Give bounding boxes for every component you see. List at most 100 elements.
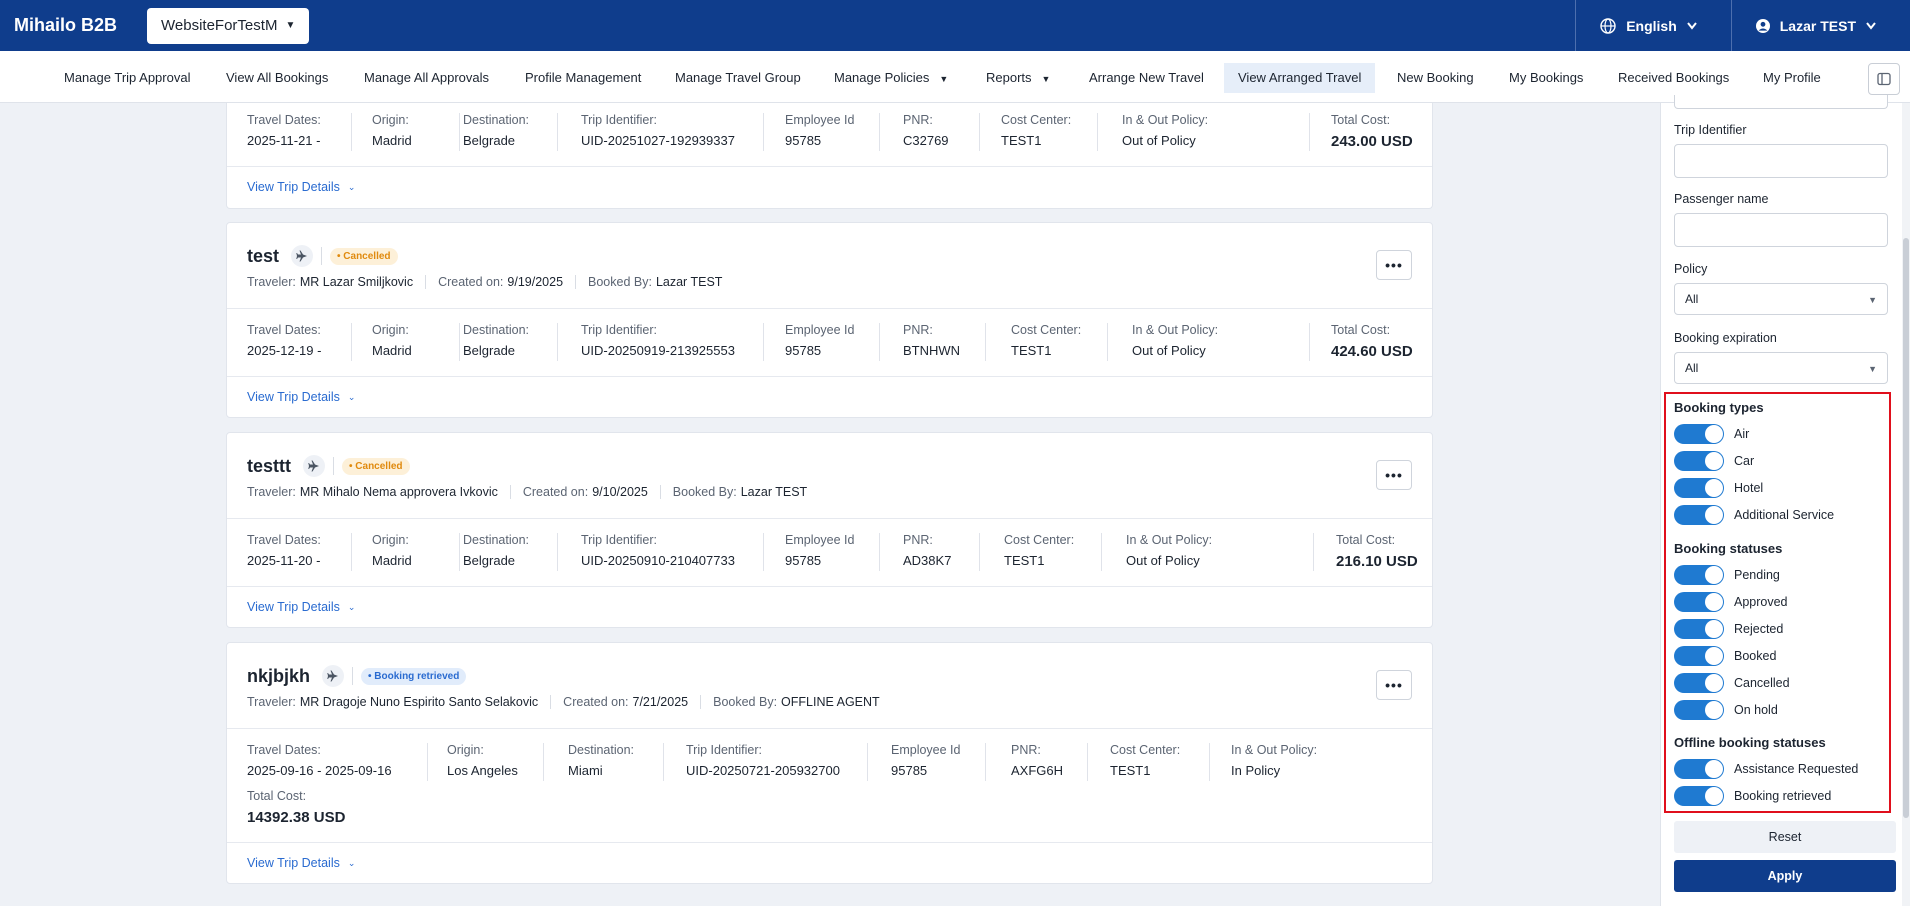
chevron-down-icon bbox=[1686, 21, 1697, 30]
apply-button[interactable]: Apply bbox=[1674, 860, 1896, 892]
caret-down-icon: ▼ bbox=[1868, 364, 1877, 374]
view-trip-details-link[interactable]: View Trip Details ⌄ bbox=[227, 587, 1432, 627]
nav-received-bookings[interactable]: Received Bookings bbox=[1618, 70, 1730, 85]
sidebar-toggle-icon bbox=[1877, 72, 1891, 86]
field-value: BTNHWN bbox=[903, 343, 961, 358]
toggle-car[interactable]: Car bbox=[1674, 451, 1754, 471]
passenger-name-label: Passenger name bbox=[1674, 192, 1769, 206]
top-right-menu: English Lazar TEST bbox=[1575, 0, 1910, 51]
toggle-switch[interactable] bbox=[1674, 505, 1724, 525]
toggle-switch[interactable] bbox=[1674, 424, 1724, 444]
field-travel-dates: Travel Dates: 2025-09-16 - 2025-09-16 bbox=[247, 743, 392, 778]
toggle-assistance-requested[interactable]: Assistance Requested bbox=[1674, 759, 1858, 779]
more-options-button[interactable]: ••• bbox=[1376, 670, 1412, 700]
toggle-switch[interactable] bbox=[1674, 451, 1724, 471]
field-label: Travel Dates: bbox=[247, 743, 321, 757]
toggle-switch[interactable] bbox=[1674, 646, 1724, 666]
policy-select[interactable]: All ▼ bbox=[1674, 283, 1888, 315]
nav-manage-travel-group[interactable]: Manage Travel Group bbox=[675, 70, 801, 85]
toggle-additional-service[interactable]: Additional Service bbox=[1674, 505, 1834, 525]
view-trip-details-link[interactable]: View Trip Details ⌄ bbox=[227, 377, 1432, 417]
toggle-cancelled[interactable]: Cancelled bbox=[1674, 673, 1790, 693]
nav-view-arranged-travel[interactable]: View Arranged Travel bbox=[1224, 63, 1376, 93]
plane-icon bbox=[303, 455, 325, 477]
traveler-value: MR Mihalo Nema approvera Ivkovic bbox=[299, 485, 498, 499]
toggle-booked[interactable]: Booked bbox=[1674, 646, 1776, 666]
nav-manage-policies[interactable]: Manage Policies ▼ bbox=[820, 63, 962, 93]
chevron-down-icon: ⌄ bbox=[347, 181, 356, 192]
view-trip-details-link[interactable]: View Trip Details ⌄ bbox=[227, 167, 1432, 207]
booked-by-value: Lazar TEST bbox=[740, 485, 808, 499]
panel-toggle-button[interactable] bbox=[1868, 63, 1900, 95]
more-options-button[interactable]: ••• bbox=[1376, 460, 1412, 490]
nav-manage-trip-approval[interactable]: Manage Trip Approval bbox=[64, 70, 191, 85]
scrollbar-thumb[interactable] bbox=[1903, 238, 1909, 818]
user-menu[interactable]: Lazar TEST bbox=[1730, 0, 1910, 51]
field-destination: Destination: Belgrade bbox=[463, 323, 529, 358]
toggle-rejected[interactable]: Rejected bbox=[1674, 619, 1783, 639]
booking-meta: Traveler: MR Dragoje Nuno Espirito Santo … bbox=[247, 695, 880, 709]
booking-name: testtt bbox=[247, 455, 291, 476]
booking-details: Travel Dates: 2025-12-19 - Origin: Madrid … bbox=[227, 309, 1432, 377]
reset-button[interactable]: Reset bbox=[1674, 821, 1896, 853]
toggle-label: Additional Service bbox=[1734, 508, 1835, 522]
booking-expiration-select[interactable]: All ▼ bbox=[1674, 352, 1888, 384]
site-selector[interactable]: WebsiteForTestM ▼ bbox=[147, 7, 310, 44]
field-travel-dates: Travel Dates: 2025-11-20 - bbox=[247, 533, 321, 568]
field-pnr: PNR: AXFG6H bbox=[1011, 743, 1063, 778]
field-value: Madrid bbox=[372, 133, 412, 148]
toggle-switch[interactable] bbox=[1674, 478, 1724, 498]
panel-scrollbar[interactable] bbox=[1902, 103, 1910, 906]
toggle-switch[interactable] bbox=[1674, 786, 1724, 806]
toggle-booking-retrieved[interactable]: Booking retrieved bbox=[1674, 786, 1831, 806]
toggle-switch[interactable] bbox=[1674, 565, 1724, 585]
toggle-switch[interactable] bbox=[1674, 673, 1724, 693]
field-value: Out of Policy bbox=[1126, 553, 1200, 568]
field-value: 95785 bbox=[785, 133, 822, 148]
traveler-label: Traveler: bbox=[247, 485, 296, 499]
toggle-air[interactable]: Air bbox=[1674, 424, 1749, 444]
brand-logo[interactable]: Mihailo B2B bbox=[14, 15, 118, 35]
nav-my-bookings[interactable]: My Bookings bbox=[1509, 70, 1584, 85]
toggle-switch[interactable] bbox=[1674, 619, 1724, 639]
booking-name: nkjbjkh bbox=[247, 665, 311, 686]
view-trip-details-link[interactable]: View Trip Details ⌄ bbox=[227, 843, 1432, 883]
field-label: Total Cost: bbox=[1331, 113, 1391, 127]
toggle-label: Assistance Requested bbox=[1734, 762, 1859, 776]
nav-new-booking[interactable]: New Booking bbox=[1397, 70, 1474, 85]
nav-my-profile[interactable]: My Profile bbox=[1763, 70, 1821, 85]
language-selector[interactable]: English bbox=[1575, 0, 1731, 51]
field-total-cost: Total Cost: 216.10 USD bbox=[1336, 533, 1418, 570]
field-value: Madrid bbox=[372, 343, 412, 358]
field-label: Trip Identifier: bbox=[686, 743, 762, 757]
more-options-button[interactable]: ••• bbox=[1376, 250, 1412, 280]
nav-profile-management[interactable]: Profile Management bbox=[525, 70, 642, 85]
nav-view-all-bookings[interactable]: View All Bookings bbox=[226, 70, 329, 85]
field-destination: Destination: Belgrade bbox=[463, 533, 529, 568]
toggle-approved[interactable]: Approved bbox=[1674, 592, 1788, 612]
nav-arrange-new-travel[interactable]: Arrange New Travel bbox=[1089, 70, 1204, 85]
field-policy: In & Out Policy: In Policy bbox=[1231, 743, 1317, 778]
toggle-on-hold[interactable]: On hold bbox=[1674, 700, 1778, 720]
toggle-pending[interactable]: Pending bbox=[1674, 565, 1780, 585]
field-cost-center: Cost Center: TEST1 bbox=[1001, 113, 1071, 148]
filter-input-top[interactable] bbox=[1674, 95, 1888, 109]
toggle-switch[interactable] bbox=[1674, 592, 1724, 612]
plane-icon bbox=[322, 665, 345, 687]
field-label: Travel Dates: bbox=[247, 113, 321, 127]
nav-reports[interactable]: Reports ▼ bbox=[972, 63, 1064, 93]
toggle-switch[interactable] bbox=[1674, 759, 1724, 779]
toggle-label: Pending bbox=[1734, 568, 1780, 582]
field-trip-identifier: Trip Identifier: UID-20251027-192939337 bbox=[581, 113, 735, 148]
created-value: 9/19/2025 bbox=[507, 275, 564, 289]
field-label: Cost Center: bbox=[1110, 743, 1181, 757]
toggle-hotel[interactable]: Hotel bbox=[1674, 478, 1763, 498]
booking-card: test • Cancelled Traveler: MR Lazar Smilj… bbox=[226, 222, 1433, 418]
passenger-name-input[interactable] bbox=[1674, 213, 1888, 247]
booking-card: nkjbjkh • Booking retrieved Traveler: MR … bbox=[226, 642, 1433, 884]
field-value: AXFG6H bbox=[1011, 763, 1064, 778]
toggle-switch[interactable] bbox=[1674, 700, 1724, 720]
nav-manage-all-approvals[interactable]: Manage All Approvals bbox=[364, 70, 490, 85]
toggle-label: Car bbox=[1734, 454, 1755, 468]
trip-identifier-input[interactable] bbox=[1674, 144, 1888, 178]
